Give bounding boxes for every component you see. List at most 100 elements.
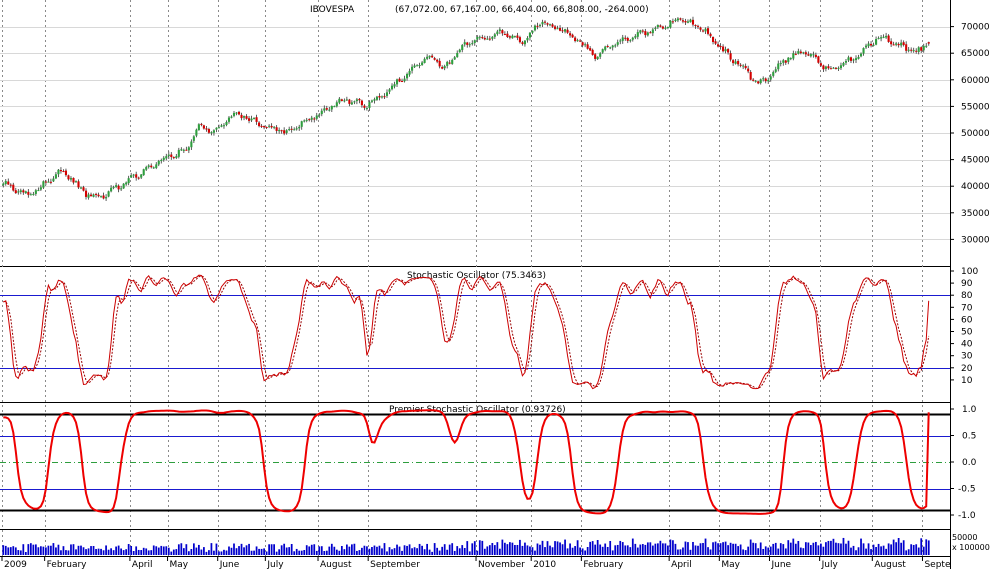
candle-body xyxy=(220,125,223,127)
candle-body xyxy=(920,47,923,51)
candle-body xyxy=(67,175,70,180)
candle-body xyxy=(885,35,888,38)
candle-body xyxy=(147,165,150,167)
candle-body xyxy=(463,42,466,45)
candle-body xyxy=(762,78,765,80)
candle-body xyxy=(130,175,133,178)
candle-body xyxy=(922,45,925,51)
candle-body xyxy=(473,40,476,43)
candle-body xyxy=(102,195,105,199)
candle-body xyxy=(895,43,898,45)
stochastic-axis-label: 30 xyxy=(961,352,973,362)
candle-body xyxy=(717,44,720,47)
candle-body xyxy=(483,37,486,40)
candle-body xyxy=(273,126,276,128)
candle-body xyxy=(187,147,190,151)
candle-body xyxy=(39,187,42,190)
candle-body xyxy=(298,126,301,129)
candle-body xyxy=(569,33,572,36)
candle-body xyxy=(416,65,419,67)
candle-body xyxy=(817,56,820,63)
candle-body xyxy=(814,54,817,57)
candle-body xyxy=(283,130,286,134)
candle-body xyxy=(57,169,60,175)
candle-body xyxy=(604,46,607,50)
volume-axis-multiplier: x 100000 xyxy=(952,543,990,552)
candle-body xyxy=(340,99,343,101)
candle-body xyxy=(127,178,130,184)
candle-body xyxy=(192,136,195,141)
candle-body xyxy=(288,129,291,131)
candle-body xyxy=(255,117,258,122)
candle-body xyxy=(551,24,554,27)
price-axis-label: 30000 xyxy=(961,235,990,245)
candle-body xyxy=(408,70,411,75)
candle-body xyxy=(388,89,391,92)
candle-body xyxy=(393,84,396,87)
candle-body xyxy=(461,45,464,51)
month-label: September xyxy=(370,560,420,569)
candle-body xyxy=(676,18,679,21)
candle-body xyxy=(310,117,313,120)
candle-body xyxy=(197,124,200,131)
candle-body xyxy=(759,79,762,84)
candle-body xyxy=(72,177,75,183)
candle-body xyxy=(513,36,516,38)
candle-body xyxy=(170,154,173,158)
candle-body xyxy=(122,183,125,189)
candle-body xyxy=(295,128,298,130)
candle-body xyxy=(566,29,569,33)
candle-body xyxy=(807,54,810,56)
candle-body xyxy=(185,149,188,151)
candle-body xyxy=(87,194,90,198)
candle-body xyxy=(832,67,835,69)
candle-body xyxy=(789,58,792,60)
candle-body xyxy=(877,37,880,39)
candle-body xyxy=(862,48,865,54)
candle-body xyxy=(303,120,306,122)
candle-body xyxy=(135,174,138,178)
candle-body xyxy=(732,60,735,64)
candle-body xyxy=(867,43,870,47)
candle-body xyxy=(423,58,426,63)
candle-body xyxy=(769,76,772,80)
candle-body xyxy=(140,174,143,178)
candle-body xyxy=(737,61,740,65)
candle-body xyxy=(774,69,777,72)
candle-body xyxy=(343,100,346,102)
candle-body xyxy=(654,27,657,29)
price-axis-label: 60000 xyxy=(961,76,990,86)
candle-body xyxy=(29,194,32,196)
candle-body xyxy=(491,36,494,39)
candle-body xyxy=(112,187,115,189)
price-axis-label: 65000 xyxy=(961,49,990,59)
candle-body xyxy=(531,30,534,33)
candle-body xyxy=(516,35,519,38)
candle-body xyxy=(260,125,263,127)
candle-body xyxy=(253,117,256,119)
candle-body xyxy=(478,36,481,38)
candle-body xyxy=(752,79,755,81)
candle-body xyxy=(237,111,241,115)
candle-body xyxy=(812,54,815,56)
month-label: February xyxy=(47,560,88,569)
candle-body xyxy=(601,49,604,53)
price-title: IBOVESPA xyxy=(310,5,355,15)
candle-body xyxy=(518,37,521,43)
volume-axis-label: 50000 xyxy=(952,533,977,542)
candle-body xyxy=(2,183,5,186)
candle-body xyxy=(679,18,682,20)
candle-body xyxy=(744,65,747,69)
candle-body xyxy=(315,115,318,119)
stochastic-k-line xyxy=(3,274,930,390)
candle-body xyxy=(195,129,198,136)
candle-body xyxy=(548,24,552,26)
candle-body xyxy=(54,174,57,179)
candle-body xyxy=(651,29,654,34)
candle-body xyxy=(864,45,868,48)
candle-body xyxy=(631,37,634,40)
candle-body xyxy=(842,63,845,66)
candle-body xyxy=(787,57,790,63)
candle-body xyxy=(719,46,722,48)
candle-body xyxy=(621,37,624,41)
